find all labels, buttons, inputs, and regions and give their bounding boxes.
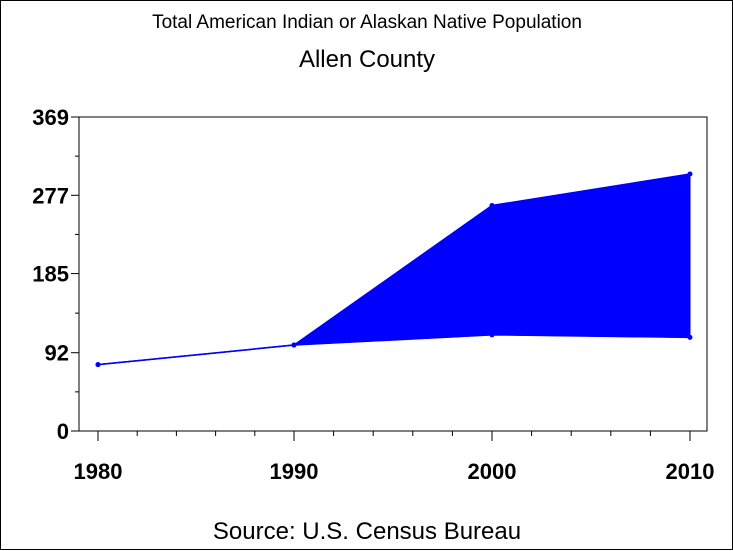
data-point (687, 334, 693, 340)
x-tick-label: 2010 (666, 459, 715, 484)
data-point (687, 171, 693, 177)
x-tick-label: 1990 (270, 459, 319, 484)
chart-subtitle: Allen County (299, 46, 435, 73)
chart-title: Total American Indian or Alaskan Native … (152, 12, 582, 33)
series-line (97, 173, 691, 366)
x-tick-label: 2000 (468, 459, 517, 484)
y-tick-label: 0 (57, 419, 69, 444)
y-tick-label: 185 (32, 262, 69, 287)
y-tick-label: 369 (32, 105, 69, 130)
series-line (97, 334, 691, 366)
data-point (95, 362, 101, 368)
y-tick-label: 92 (45, 341, 69, 366)
chart-source: Source: U.S. Census Bureau (213, 518, 521, 545)
data-point (489, 202, 495, 208)
data-point (489, 332, 495, 338)
data-point (291, 342, 297, 348)
x-tick-label: 1980 (74, 459, 123, 484)
y-tick-label: 277 (32, 183, 69, 208)
